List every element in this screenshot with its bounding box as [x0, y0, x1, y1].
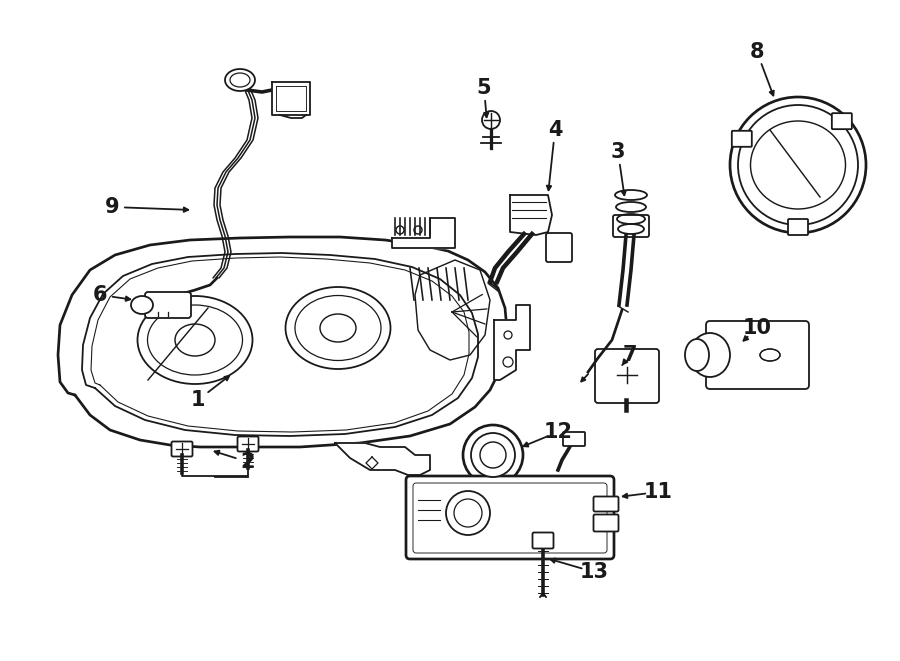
Text: 4: 4 — [548, 120, 562, 140]
Circle shape — [730, 97, 866, 233]
FancyBboxPatch shape — [238, 436, 258, 451]
Polygon shape — [58, 237, 507, 447]
FancyBboxPatch shape — [533, 533, 554, 549]
Polygon shape — [335, 443, 430, 475]
Text: 1: 1 — [191, 390, 205, 410]
Text: 12: 12 — [544, 422, 572, 442]
Text: 7: 7 — [623, 345, 637, 365]
Text: 13: 13 — [580, 562, 608, 582]
FancyBboxPatch shape — [595, 349, 659, 403]
FancyBboxPatch shape — [593, 496, 618, 512]
Text: 11: 11 — [644, 482, 672, 502]
FancyBboxPatch shape — [172, 442, 193, 457]
FancyBboxPatch shape — [832, 113, 851, 129]
Text: 5: 5 — [477, 78, 491, 98]
FancyBboxPatch shape — [593, 514, 618, 531]
Ellipse shape — [131, 296, 153, 314]
Ellipse shape — [225, 69, 255, 91]
Text: 3: 3 — [611, 142, 625, 162]
FancyBboxPatch shape — [145, 292, 191, 318]
Circle shape — [482, 111, 500, 129]
Polygon shape — [272, 82, 310, 115]
Text: 2: 2 — [241, 452, 256, 472]
Ellipse shape — [685, 339, 709, 371]
Polygon shape — [494, 305, 530, 380]
FancyBboxPatch shape — [563, 432, 585, 446]
Circle shape — [471, 433, 515, 477]
FancyBboxPatch shape — [706, 321, 809, 389]
FancyBboxPatch shape — [546, 233, 572, 262]
Text: 10: 10 — [742, 318, 771, 338]
Circle shape — [463, 425, 523, 485]
Text: 9: 9 — [104, 197, 120, 217]
Ellipse shape — [615, 190, 647, 200]
FancyBboxPatch shape — [613, 215, 649, 237]
Polygon shape — [392, 218, 455, 248]
FancyBboxPatch shape — [788, 219, 808, 235]
FancyBboxPatch shape — [732, 131, 752, 147]
Text: 8: 8 — [750, 42, 764, 62]
Ellipse shape — [690, 333, 730, 377]
Polygon shape — [510, 195, 552, 235]
Text: 6: 6 — [93, 285, 107, 305]
FancyBboxPatch shape — [406, 476, 614, 559]
